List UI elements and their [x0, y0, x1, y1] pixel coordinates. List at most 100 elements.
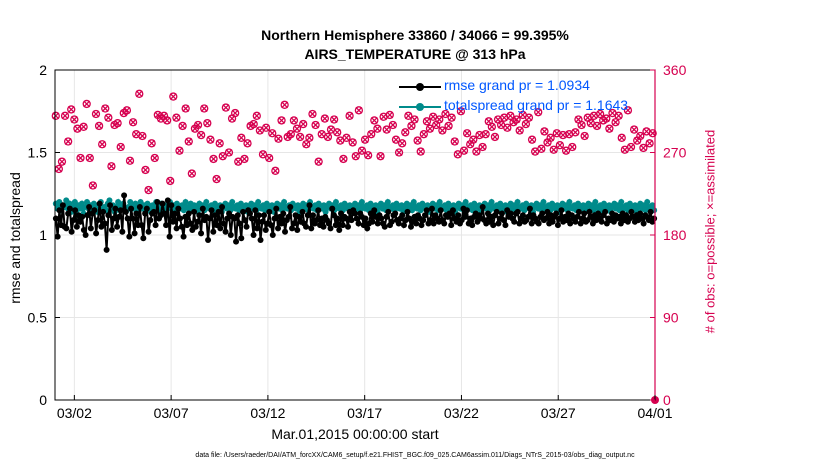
rmse-point [511, 218, 518, 225]
obs-possible-marker [595, 109, 605, 119]
obs-possible-marker [462, 129, 472, 138]
obs-assimilated-marker [463, 129, 471, 137]
obs-assimilated-marker [411, 116, 418, 123]
x-tick-label: 03/22 [444, 405, 479, 421]
rmse-point [647, 208, 654, 215]
rmse-point [205, 236, 212, 243]
rmse-point [138, 222, 145, 229]
rmse-point [164, 197, 171, 204]
obs-assimilated-marker [55, 165, 63, 173]
rmse-point [304, 212, 311, 219]
obs-assimilated-marker [398, 139, 406, 147]
obs-assimilated-marker [296, 133, 304, 141]
obs-assimilated-marker [457, 107, 465, 115]
obs-possible-marker [107, 162, 116, 171]
obs-assimilated-marker [83, 100, 91, 108]
rmse-point [238, 235, 245, 242]
obs-assimilated-marker [516, 127, 524, 134]
obs-assimilated-marker [488, 123, 496, 131]
obs-assimilated-marker [253, 112, 261, 120]
obs-assimilated-marker [643, 127, 650, 135]
rmse-point [255, 212, 262, 219]
obs-assimilated-marker [132, 130, 140, 138]
rmse-point [87, 225, 94, 232]
rmse-point [575, 208, 582, 215]
obs-assimilated-marker [633, 137, 641, 145]
obs-possible-marker [79, 122, 88, 131]
obs-possible-marker [580, 131, 589, 141]
obs-possible-marker [388, 120, 398, 130]
x-tick-label: 03/17 [347, 405, 382, 421]
spread-point [229, 199, 236, 205]
obs-possible-marker [70, 115, 79, 124]
rmse-point [217, 225, 224, 232]
obs-assimilated-marker [166, 177, 174, 185]
obs-possible-marker [147, 139, 156, 148]
obs-assimilated-marker [163, 116, 171, 124]
obs-possible-marker [98, 140, 107, 149]
rmse-point [455, 212, 462, 219]
obs-assimilated-marker [615, 112, 623, 120]
obs-possible-marker [178, 121, 187, 131]
obs-assimilated-marker [182, 105, 190, 112]
rmse-point [364, 225, 371, 232]
obs-possible-marker [614, 111, 623, 120]
rmse-point [581, 210, 588, 217]
rmse-point [577, 220, 584, 227]
spread-point [255, 199, 262, 205]
obs-assimilated-marker [590, 112, 598, 120]
obs-possible-marker [416, 147, 425, 156]
obs-possible-marker [302, 140, 311, 149]
obs-assimilated-marker [107, 162, 115, 170]
obs-possible-marker [308, 109, 317, 119]
obs-possible-marker [101, 104, 110, 113]
rmse-point [519, 212, 526, 219]
obs-possible-marker [617, 133, 626, 142]
rmse-point [77, 218, 84, 225]
rmse-point [500, 217, 507, 224]
obs-assimilated-marker [609, 109, 616, 117]
obs-possible-marker [122, 106, 132, 115]
rmse-point [371, 207, 378, 214]
obs-assimilated-marker [343, 134, 350, 142]
obs-possible-marker [636, 131, 645, 141]
rmse-point [252, 207, 259, 214]
rmse-point [152, 222, 159, 229]
obs-assimilated-marker [210, 155, 217, 163]
tick-labels-layer: 03/02 03/07 03/12 03/17 03/22 03/27 04/0100.51… [28, 62, 687, 421]
obs-assimilated-marker [417, 148, 425, 156]
obs-possible-marker [240, 154, 249, 164]
obs-possible-marker [231, 108, 240, 118]
obs-possible-marker [286, 130, 295, 139]
obs-possible-marker [88, 181, 98, 190]
obs-assimilated-marker [89, 182, 97, 189]
obs-assimilated-marker [404, 112, 412, 120]
obs-possible-marker [200, 104, 209, 113]
obs-possible-marker [104, 113, 113, 122]
rmse-point [128, 205, 135, 212]
obs-possible-marker [407, 121, 416, 131]
y-axis-label-right: # of obs: o=possible; ×=assimilated [702, 129, 718, 334]
obs-possible-marker [193, 120, 203, 130]
y-right-tick-label: 270 [663, 145, 687, 161]
obs-assimilated-marker [203, 119, 211, 127]
rmse-point [441, 220, 448, 227]
obs-possible-marker [490, 132, 500, 142]
obs-assimilated-marker [460, 147, 468, 155]
obs-possible-marker [357, 146, 367, 155]
rmse-point [52, 215, 59, 222]
y-left-tick-label: 2 [39, 62, 47, 78]
obs-possible-marker [169, 92, 178, 101]
legend-label-rmse: rmse grand pr = 1.0934 [444, 77, 590, 93]
rmse-point [535, 220, 542, 227]
rmse-point [133, 210, 140, 217]
rmse-point [539, 210, 546, 217]
rmse-point [437, 207, 444, 214]
obs-assimilated-marker [423, 117, 431, 125]
obs-possible-marker [422, 117, 432, 126]
obs-possible-marker [469, 135, 478, 144]
obs-series-layer [51, 89, 659, 404]
obs-assimilated-marker [61, 112, 69, 120]
obs-possible-marker [85, 153, 94, 163]
